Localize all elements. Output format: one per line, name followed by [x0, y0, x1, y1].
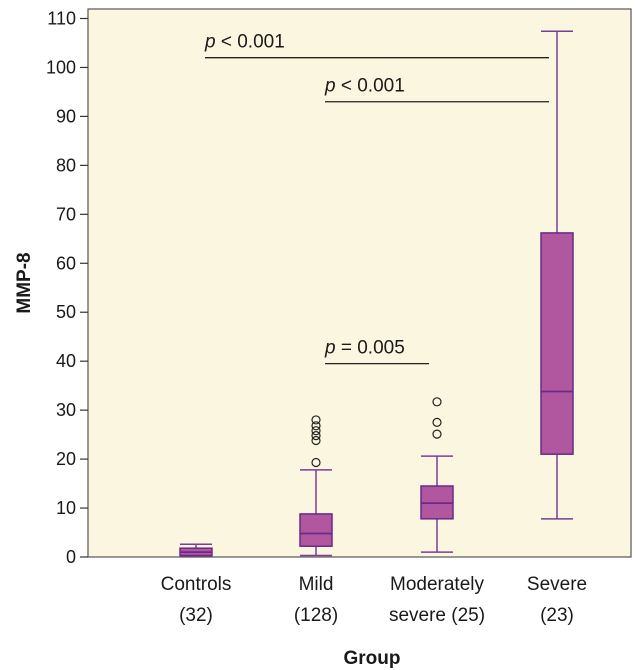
x-category-count: (128) — [294, 605, 338, 626]
y-tick-label: 80 — [56, 155, 76, 175]
y-axis: 0 10 20 30 40 50 60 70 80 90 100 110 — [46, 9, 88, 567]
significance-label: p < 0.001 — [204, 32, 285, 53]
significance-label: p < 0.001 — [324, 76, 405, 97]
y-tick-label: 100 — [46, 57, 76, 77]
outlier-point — [432, 429, 442, 439]
x-category-label: Moderately — [390, 574, 484, 595]
x-category-label: Severe — [527, 574, 587, 595]
y-tick-label: 20 — [56, 449, 76, 469]
y-axis-title: MMP-8 — [14, 252, 35, 313]
outlier-point — [311, 421, 321, 431]
iqr-box — [540, 232, 574, 455]
outlier-point — [432, 417, 442, 427]
outlier-point — [311, 435, 321, 446]
x-category-count: (23) — [540, 605, 574, 626]
y-tick-label: 90 — [56, 106, 76, 126]
y-tick-label: 10 — [56, 498, 76, 518]
box-group — [179, 543, 213, 557]
iqr-box — [299, 513, 333, 547]
box-group — [540, 30, 574, 520]
outlier-point — [311, 415, 321, 425]
box-group — [299, 415, 333, 557]
x-axis-title: Group — [344, 648, 401, 669]
box-series — [179, 30, 574, 557]
outlier-point — [311, 426, 321, 436]
x-category-label: Mild — [299, 574, 334, 595]
outlier-point — [432, 397, 442, 407]
y-tick-label: 40 — [56, 351, 76, 371]
outlier-point — [311, 457, 321, 468]
x-axis-category-labels: Controls (32) Mild (128) Moderately severe (2… — [161, 574, 587, 626]
x-category-label: Controls — [161, 574, 232, 595]
y-tick-label: 60 — [56, 253, 76, 273]
outlier-point — [311, 430, 321, 441]
y-tick-label: 0 — [66, 547, 76, 567]
y-tick-label: 50 — [56, 302, 76, 322]
y-tick-label: 110 — [47, 9, 76, 29]
y-tick-label: 30 — [56, 400, 76, 420]
x-category-count: (32) — [179, 605, 213, 626]
box-group — [420, 397, 454, 553]
significance-label: p = 0.005 — [324, 338, 405, 359]
y-tick-label: 70 — [56, 204, 76, 224]
significance-annotations: p < 0.001 p < 0.001 p = 0.005 — [204, 32, 549, 365]
x-category-count: severe (25) — [389, 605, 485, 626]
